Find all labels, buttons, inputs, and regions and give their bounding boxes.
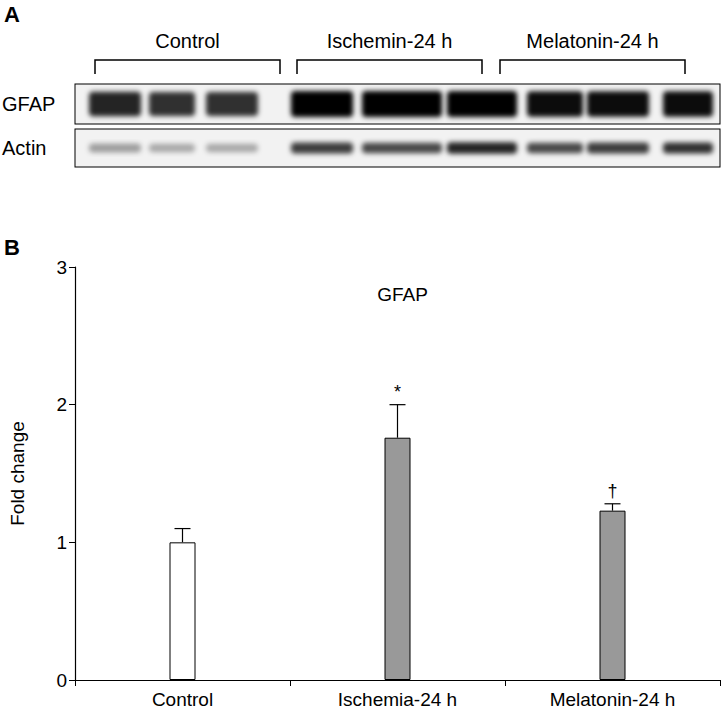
- svg-text:Melatonin-24 h: Melatonin-24 h: [526, 30, 658, 52]
- svg-text:3: 3: [56, 257, 67, 278]
- svg-text:Control: Control: [152, 689, 213, 710]
- svg-text:Actin: Actin: [2, 137, 46, 159]
- svg-text:†: †: [607, 481, 617, 501]
- svg-text:Ischemin-24 h: Ischemin-24 h: [327, 30, 453, 52]
- svg-text:2: 2: [56, 394, 67, 415]
- svg-text:1: 1: [56, 532, 67, 553]
- svg-text:Ischemia-24 h: Ischemia-24 h: [338, 689, 457, 710]
- svg-text:GFAP: GFAP: [2, 93, 55, 115]
- svg-text:Fold change: Fold change: [7, 421, 28, 526]
- svg-text:A: A: [4, 2, 20, 27]
- svg-text:B: B: [4, 235, 20, 260]
- svg-text:GFAP: GFAP: [377, 284, 428, 305]
- svg-text:*: *: [394, 382, 401, 402]
- svg-text:Melatonin-24 h: Melatonin-24 h: [550, 689, 676, 710]
- svg-text:Control: Control: [155, 30, 219, 52]
- svg-text:0: 0: [56, 670, 67, 691]
